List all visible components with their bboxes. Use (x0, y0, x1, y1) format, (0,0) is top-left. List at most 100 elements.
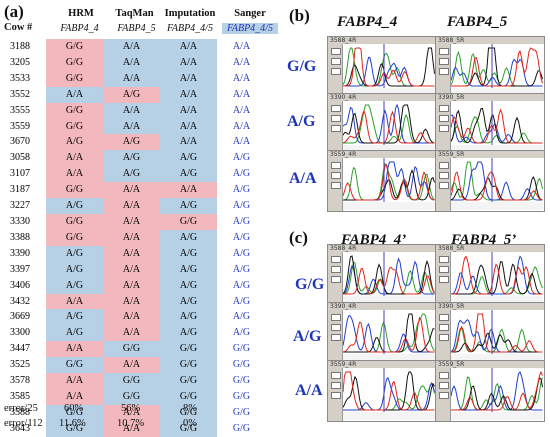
imputation-genotype: A/G (160, 229, 217, 246)
base-trace-a (343, 47, 435, 87)
base-trace-c (451, 161, 543, 201)
base-trace-t (451, 370, 543, 411)
table-row: 3643 G/G A/A G/G G/G (4, 420, 266, 437)
imputation-genotype: G/G (160, 388, 217, 405)
trace-controls[interactable] (436, 252, 451, 305)
base-trace-g (343, 104, 435, 144)
hrm-genotype: G/G (46, 357, 103, 374)
trace-controls[interactable] (328, 252, 343, 305)
chromatogram-window[interactable]: 3588_4R (327, 244, 437, 306)
chromatogram-window[interactable]: 3559_5R (435, 360, 545, 422)
taqman-genotype: A/A (103, 293, 160, 310)
hrm-genotype: G/G (46, 213, 103, 230)
cow-id: 3187 (10, 184, 30, 196)
cow-id: 3388 (10, 231, 30, 243)
hrm-genotype: A/A (46, 86, 103, 103)
imputation-genotype: A/A (160, 54, 217, 71)
panel-c-genotype-gg: G/G (295, 276, 325, 293)
trace-controls[interactable] (328, 44, 343, 97)
chromatogram-window[interactable]: 3390_4R (327, 302, 437, 364)
trace-controls[interactable] (436, 101, 451, 154)
panel-b-label: (b) (289, 6, 310, 25)
panel-b-title-2: FABP4_5 (447, 14, 508, 30)
chromatogram-trace (451, 158, 543, 210)
trace-controls[interactable] (436, 310, 451, 363)
trace-controls[interactable] (436, 368, 451, 421)
chromatogram-window[interactable]: 3588_5R (435, 36, 545, 98)
sanger-genotype: A/G (232, 311, 251, 323)
trace-controls[interactable] (328, 158, 343, 211)
chromatogram-window[interactable]: 3588_4R (327, 36, 437, 98)
sanger-genotype: G/G (232, 422, 251, 434)
imputation-header: Imputation (164, 8, 216, 19)
hrm-genotype: G/G (46, 39, 103, 55)
chromatogram-window[interactable]: 3559_4R (327, 360, 437, 422)
panel-b-genotype-ag: A/G (287, 113, 316, 130)
chromatogram-window[interactable]: 3559_5R (435, 150, 545, 212)
base-call-strip (343, 412, 435, 420)
trace-controls[interactable] (328, 310, 343, 363)
chromatogram-trace (343, 101, 435, 153)
taqman-genotype: A/A (103, 70, 160, 87)
taqman-genotype: A/A (103, 118, 160, 135)
sanger-marker: FABP4_4/5 (222, 23, 278, 34)
cow-id: 3406 (10, 279, 30, 291)
table-row: 3669 A/G A/A A/G A/G (4, 309, 266, 326)
table-row: 3205 G/G A/A A/A A/A (4, 54, 266, 71)
cow-id: 3107 (10, 168, 30, 180)
table-row: 3330 G/G A/A G/G A/G (4, 213, 266, 230)
table-row: 3670 A/G A/G A/A A/A (4, 134, 266, 151)
chromatogram-trace (451, 368, 543, 420)
chromatogram-window[interactable]: 3559_4R (327, 150, 437, 212)
imputation-genotype: A/G (160, 150, 217, 167)
cow-id: 3397 (10, 263, 30, 275)
cow-id: 3669 (10, 311, 30, 323)
table-row: 3555 G/G A/A A/A A/A (4, 102, 266, 119)
taqman-genotype: A/A (103, 404, 160, 421)
taqman-genotype: A/A (103, 198, 160, 214)
taqman-genotype: A/A (103, 325, 160, 342)
chromatogram-window[interactable]: 3390_4R (327, 93, 437, 155)
table-row: 3432 A/A A/A A/G A/G (4, 293, 266, 310)
table-row: 3447 A/A G/G G/G G/G (4, 341, 266, 358)
base-call-strip (451, 412, 543, 420)
trace-id: 3390_5R (436, 303, 544, 310)
chromatogram-window[interactable]: 3390_5R (435, 302, 545, 364)
imputation-genotype: A/G (160, 293, 217, 310)
imputation-genotype: A/A (160, 102, 217, 119)
base-trace-t (451, 47, 543, 87)
chromatogram-window[interactable]: 3390_5R (435, 93, 545, 155)
trace-controls[interactable] (436, 158, 451, 211)
genotype-table: 3188 G/G A/A A/A A/A 3205 G/G A/A A/A A/A 3533 G/G A… (4, 39, 266, 437)
imputation-genotype: G/G (160, 357, 217, 374)
trace-controls[interactable] (328, 368, 343, 421)
trace-controls[interactable] (436, 44, 451, 97)
hrm-marker: FABP4_4 (60, 23, 99, 34)
base-trace-t (451, 313, 543, 353)
trace-controls[interactable] (328, 101, 343, 154)
panel-c-label: (c) (289, 228, 308, 247)
base-trace-t (343, 109, 435, 144)
sanger-genotype: G/G (232, 390, 251, 402)
taqman-genotype: A/A (103, 357, 160, 374)
hrm-genotype: A/A (46, 166, 103, 183)
base-call-strip (343, 88, 435, 96)
panel-b: (b) FABP4_4 FABP4_5 G/G A/G A/A 3588_4R 3… (285, 0, 550, 215)
base-trace-t (343, 316, 435, 353)
cow-id: 3670 (10, 136, 30, 148)
sanger-header: Sanger (234, 8, 266, 19)
table-row: 3058 A/A A/G A/G A/G (4, 150, 266, 167)
taqman-genotype: A/A (103, 420, 160, 437)
table-row: 3559 G/G A/A A/A A/A (4, 118, 266, 135)
chromatogram-trace (343, 368, 435, 420)
imputation-genotype: A/A (160, 134, 217, 151)
sanger-genotype: A/G (232, 184, 251, 196)
hrm-genotype: A/G (46, 277, 103, 294)
taqman-genotype: A/A (103, 102, 160, 119)
sanger-genotype: G/G (232, 343, 251, 355)
table-row: 3390 A/G A/A A/G A/G (4, 245, 266, 262)
hrm-genotype: A/A (46, 293, 103, 310)
taqman-genotype: A/A (103, 245, 160, 262)
chromatogram-window[interactable]: 3588_5R (435, 244, 545, 306)
base-trace-g (451, 377, 543, 411)
